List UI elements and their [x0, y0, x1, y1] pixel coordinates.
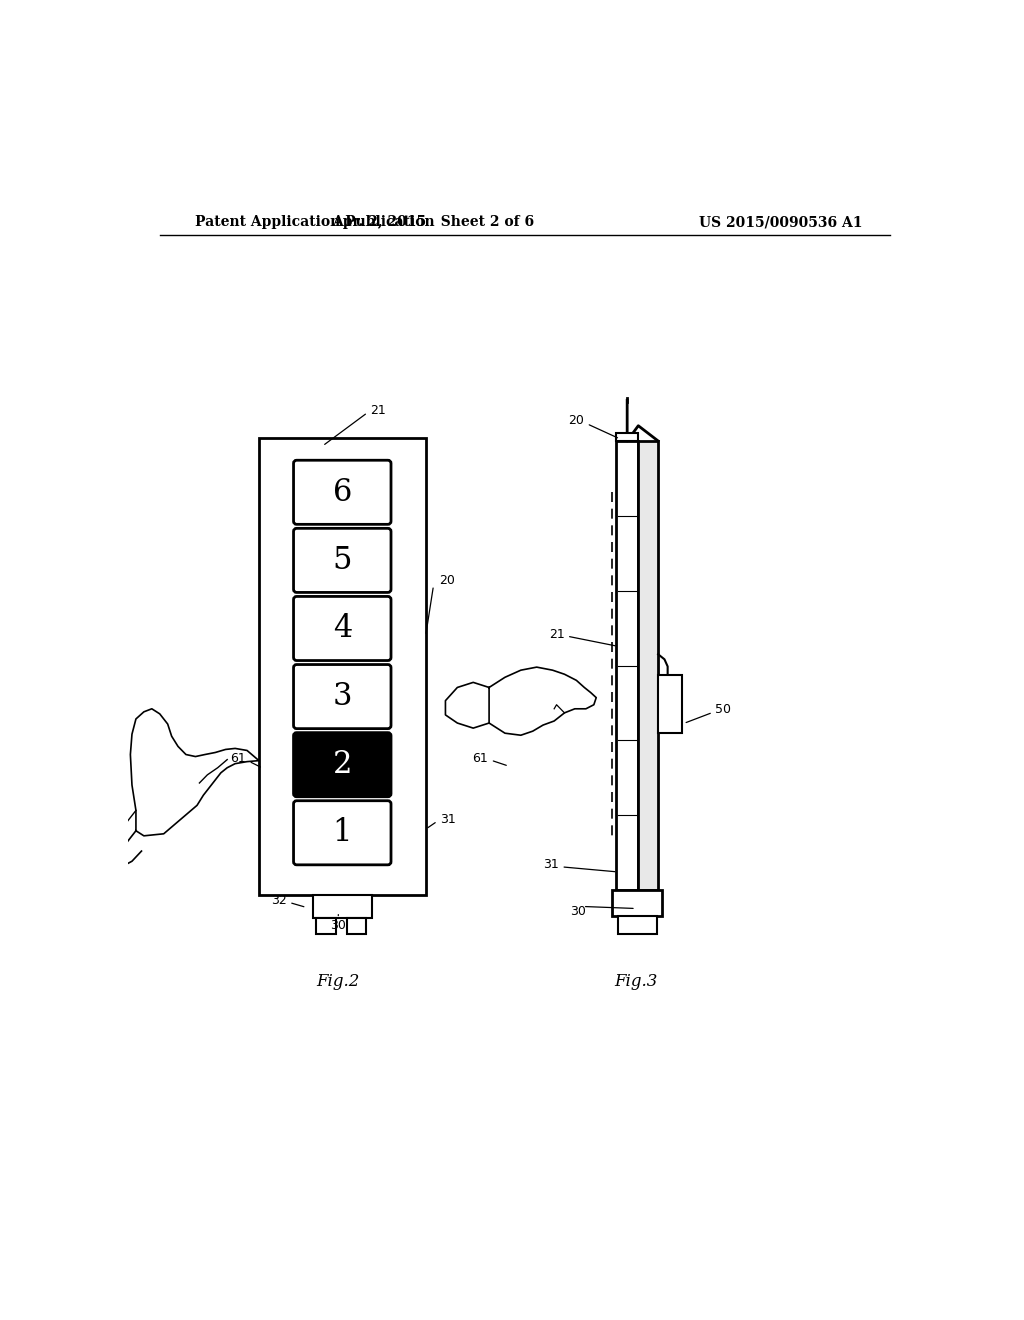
- FancyBboxPatch shape: [294, 664, 391, 729]
- Text: 2: 2: [333, 750, 352, 780]
- Bar: [312, 895, 372, 917]
- Bar: [612, 890, 663, 916]
- FancyBboxPatch shape: [294, 597, 391, 660]
- Text: 32: 32: [271, 894, 287, 907]
- Text: 5: 5: [333, 545, 352, 576]
- Text: Fig.3: Fig.3: [614, 973, 657, 990]
- Bar: [315, 917, 336, 935]
- Text: 61: 61: [229, 751, 246, 764]
- Text: 4: 4: [333, 612, 352, 644]
- FancyBboxPatch shape: [294, 801, 391, 865]
- Text: 20: 20: [439, 574, 455, 586]
- FancyBboxPatch shape: [294, 461, 391, 524]
- Text: 21: 21: [549, 627, 564, 640]
- Text: Patent Application Publication: Patent Application Publication: [196, 215, 435, 230]
- Text: 31: 31: [440, 813, 456, 825]
- FancyBboxPatch shape: [294, 528, 391, 593]
- Text: 30: 30: [570, 906, 586, 919]
- Text: Fig.2: Fig.2: [316, 973, 360, 990]
- FancyBboxPatch shape: [294, 733, 391, 797]
- Text: 1: 1: [333, 817, 352, 849]
- Bar: [638, 441, 658, 890]
- Text: 21: 21: [370, 404, 386, 417]
- Text: 50: 50: [715, 702, 731, 715]
- Bar: [616, 441, 638, 890]
- Text: 31: 31: [543, 858, 559, 871]
- Text: 30: 30: [331, 919, 346, 932]
- Text: 61: 61: [472, 751, 488, 764]
- Text: Apr. 2, 2015   Sheet 2 of 6: Apr. 2, 2015 Sheet 2 of 6: [333, 215, 535, 230]
- Bar: [617, 916, 656, 935]
- Bar: [347, 917, 367, 935]
- Bar: [616, 433, 638, 441]
- Bar: [259, 438, 426, 895]
- Text: US 2015/0090536 A1: US 2015/0090536 A1: [699, 215, 863, 230]
- Text: 3: 3: [333, 681, 352, 711]
- Bar: [658, 675, 682, 733]
- Text: 20: 20: [568, 414, 585, 428]
- Text: 6: 6: [333, 477, 352, 508]
